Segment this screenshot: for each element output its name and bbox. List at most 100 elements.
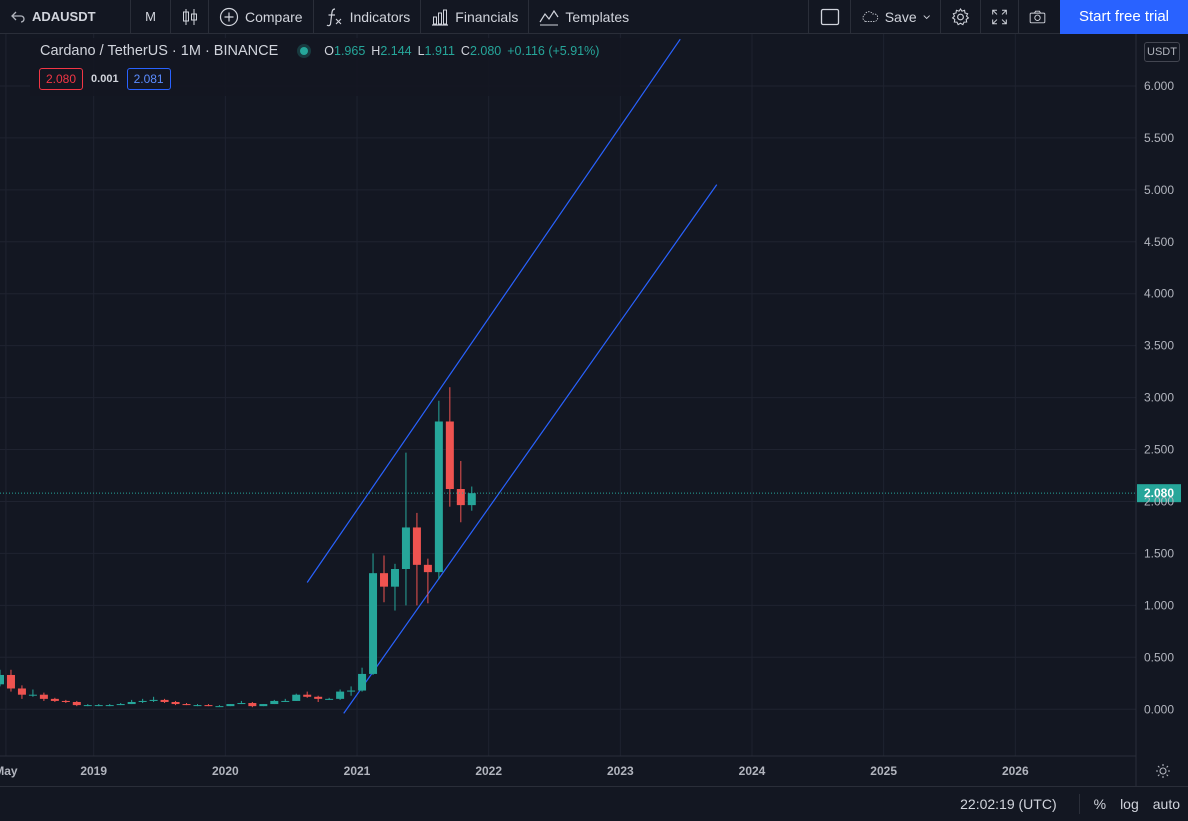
chevron-down-icon[interactable] [923,13,930,21]
price-tick-label: 6.000 [1144,79,1174,93]
save-label: Save [884,8,917,25]
candle-body [412,527,421,565]
candle [72,700,81,707]
cloud-icon [862,10,879,22]
chart-grid [0,34,1136,756]
utc-clock[interactable]: 22:02:19 (UTC) [960,796,1057,812]
function-icon [326,7,341,26]
gear-icon [951,7,970,25]
price-tick-label: 5.500 [1144,131,1174,145]
candle [149,696,158,702]
compare-button[interactable]: Compare [209,0,314,34]
candle-body [149,699,158,701]
candle-body [83,705,92,707]
price-chart[interactable]: 2.080 0.000 0.500 1.000 1.500 2.000 2.500 3.00… [0,34,1188,786]
time-tick-label: 2019 [80,764,107,778]
chart-type-button[interactable] [171,0,209,34]
candle-body [303,694,312,697]
candle-body [380,573,389,587]
close-label: C [460,44,470,58]
candle [325,697,334,700]
sell-price-button[interactable]: 2.080 [39,68,84,90]
candle-body [281,700,290,702]
candle-body [105,705,114,707]
candle-body [423,564,432,573]
market-status-icon[interactable] [300,47,309,55]
price-tick-label: 2.000 [1144,494,1174,508]
candle-body [336,691,345,699]
financials-button[interactable]: Financials [421,0,530,34]
time-tick-label: 2021 [344,764,371,778]
axis-settings-icon[interactable] [1156,764,1170,778]
back-arrow-icon [11,11,25,23]
currency-button[interactable]: USDT [1144,42,1180,62]
indicators-button[interactable]: Indicators [314,0,422,34]
price-tick-label: 1.000 [1144,598,1174,612]
candle-body [401,527,410,570]
templates-button[interactable]: Templates [529,0,639,34]
candle [6,669,15,692]
candle [380,555,389,603]
chart-legend: Cardano / TetherUS · 1M · BINANCE O1.965… [30,38,640,96]
price-tick-label: 5.000 [1144,183,1174,197]
candle-body [0,674,4,685]
candle [182,703,191,706]
candle-body [61,700,70,702]
high-value: 2.144 [380,44,412,58]
price-tick-label: 3.000 [1144,391,1174,405]
percent-scale-toggle[interactable]: % [1093,796,1107,812]
layout-button[interactable] [808,0,850,34]
candle [83,704,92,707]
candle-body [39,694,48,699]
candle [390,563,399,611]
status-divider [1078,794,1080,814]
candle [358,667,367,692]
plus-circle-icon [219,7,239,26]
trendline [343,184,718,714]
bar-chart-icon [432,9,449,26]
candle [17,685,26,699]
buy-price-button[interactable]: 2.081 [126,68,171,90]
candle-body [390,569,399,587]
auto-scale-toggle[interactable]: auto [1152,796,1180,812]
candle-body [138,700,147,702]
price-tick-label: 2.500 [1144,443,1174,457]
templates-icon [539,9,559,25]
time-tick-label: May [0,764,18,778]
open-value: 1.965 [334,44,366,58]
candle-body [171,701,180,705]
trendlines [306,38,718,714]
fullscreen-button[interactable] [980,0,1018,34]
top-toolbar: ADAUSDT M Compare Indicators Financials … [0,0,1188,34]
candle [94,704,103,707]
candle-body [50,698,59,701]
candle [281,698,290,702]
symbol-search-button[interactable]: ADAUSDT [0,0,131,34]
candle [270,699,279,705]
candle-body [28,694,37,696]
candle-body [270,700,279,705]
candle [171,700,180,706]
start-free-trial-button[interactable]: Start free trial [1060,0,1188,34]
candle [445,387,454,507]
low-label: L [417,44,425,58]
time-tick-label: 2023 [607,764,634,778]
candle-body [248,703,257,707]
price-tick-label: 3.500 [1144,339,1174,353]
settings-button[interactable] [940,0,980,34]
candle-body [314,696,323,699]
save-button[interactable]: Save [850,0,940,34]
candle [423,558,432,604]
candle-body [116,704,125,706]
low-value: 1.911 [424,44,455,58]
legend-title[interactable]: Cardano / TetherUS · 1M · BINANCE [40,43,279,59]
interval-button[interactable]: M [131,0,171,34]
screenshot-button[interactable] [1018,0,1056,34]
candle-body [204,705,213,707]
candle [226,704,235,707]
candle-body [226,704,235,707]
log-scale-toggle[interactable]: log [1120,796,1139,812]
candle [215,705,224,708]
last-price-label: 2.080 [1144,486,1174,500]
square-icon [820,8,839,25]
